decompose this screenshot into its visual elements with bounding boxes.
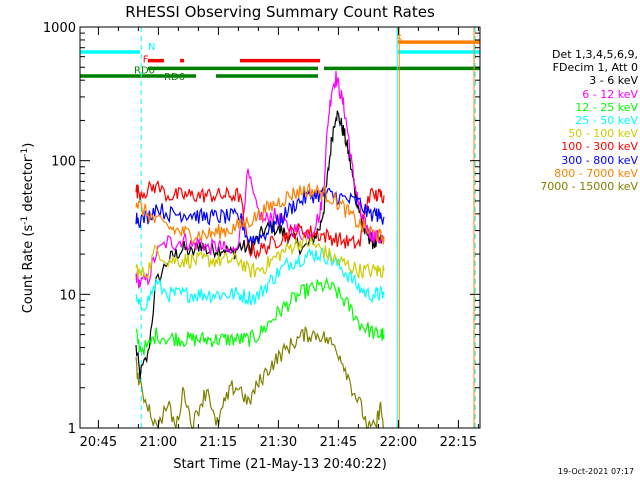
y-tick-label: 10 <box>59 288 76 303</box>
series-line <box>135 186 385 246</box>
legend-item: 800 - 7000 keV <box>554 166 638 180</box>
legend-item: 300 - 800 keV <box>561 153 638 167</box>
legend-item: 25 - 50 keV <box>575 114 638 128</box>
x-tick-label: 22:00 <box>380 435 417 450</box>
series-line <box>135 70 385 289</box>
legend-header-line: Det 1,3,4,5,6,9, <box>551 48 638 61</box>
x-tick-label: 20:45 <box>80 435 117 450</box>
x-tick-label: 21:45 <box>320 435 357 450</box>
legend-item: 7000 - 15000 keV <box>540 180 638 194</box>
x-tick-label: 21:30 <box>260 435 297 450</box>
x-tick-label: 21:15 <box>200 435 237 450</box>
y-tick-label: 100 <box>51 155 76 170</box>
legend-item: 6 - 12 keV <box>582 87 638 101</box>
y-tick-label: 1 <box>68 422 76 437</box>
y-tick-label: 1000 <box>43 21 76 36</box>
series-lines <box>135 70 385 431</box>
flag-label: N <box>148 42 155 53</box>
legend-item: 100 - 300 keV <box>561 140 638 154</box>
x-tick-label: 21:00 <box>140 435 177 450</box>
y-axis-ticks: 1 10 100 1000 <box>43 21 480 437</box>
series-line <box>135 247 385 312</box>
y-axis-label: Count Rate (s-1 detector-1) <box>20 143 36 314</box>
plot-frame <box>79 26 481 429</box>
legend-header-line: FDecim 1, Att 0 <box>552 61 638 75</box>
x-axis-ticks: 20:45 21:00 21:15 21:30 21:45 22:00 22:15 <box>80 27 479 450</box>
x-axis-label: Start Time (21-May-13 20:40:22) <box>173 457 387 472</box>
series-line <box>135 179 385 261</box>
flag-label: F <box>143 55 149 66</box>
flag-label: RD6 <box>164 72 185 83</box>
flag-label: RD0 <box>134 66 155 77</box>
legend-item: 50 - 100 keV <box>568 127 638 141</box>
legend: Det 1,3,4,5,6,9, FDecim 1, Att 0 3 - 6 k… <box>480 48 638 193</box>
series-line <box>135 276 385 356</box>
series-line <box>135 326 385 431</box>
series-line <box>135 182 385 245</box>
flag-bars: NSFRD0RD6 <box>80 34 480 83</box>
x-tick-label: 22:15 <box>440 435 477 450</box>
legend-item: 12 - 25 keV <box>575 100 638 114</box>
legend-items: 3 - 6 keV 6 - 12 keV 12 - 25 keV 25 - 50 ke… <box>480 74 638 193</box>
series-line <box>135 233 385 280</box>
chart-title: RHESSI Observing Summary Count Rates <box>125 3 435 21</box>
legend-item: 3 - 6 keV <box>589 74 638 88</box>
timestamp: 19-Oct-2021 07:17 <box>558 467 634 476</box>
